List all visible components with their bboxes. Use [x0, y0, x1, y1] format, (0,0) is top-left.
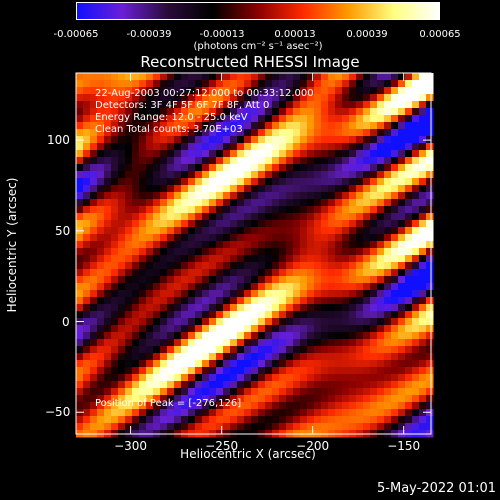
- colorbar-tick-label: 0.00065: [419, 29, 461, 40]
- x-axis-label: Heliocentric X (arcsec): [180, 447, 316, 461]
- y-tick-label: 100: [47, 133, 70, 148]
- annotation-block: 22-Aug-2003 00:27:12.000 to 00:33:12.000…: [95, 88, 314, 136]
- colorbar: [76, 2, 440, 20]
- x-tick-label: −250: [205, 439, 239, 453]
- x-tick-label: −200: [296, 439, 330, 453]
- heatmap-image: [76, 73, 434, 438]
- annotation-time-range: 22-Aug-2003 00:27:12.000 to 00:33:12.000: [95, 88, 314, 99]
- colorbar-units: (photons cm⁻² s⁻¹ asec⁻²): [193, 41, 323, 52]
- colorbar-tick-label: -0.00013: [199, 29, 245, 40]
- chart-title: Reconstructed RHESSI Image: [140, 53, 360, 71]
- x-tick-label: −150: [387, 439, 421, 453]
- colorbar-tick-label: 0.00039: [346, 29, 388, 40]
- peak-position-label: Position of Peak = [-276,126]: [95, 398, 242, 409]
- annotation-detectors: Detectors: 3F 4F 5F 6F 7F 8F, Att 0: [95, 100, 270, 111]
- y-tick-label: −50: [45, 405, 71, 420]
- y-axis-label: Heliocentric Y (arcsec): [5, 177, 19, 313]
- x-tick-label: −300: [114, 439, 148, 453]
- timestamp: 5-May-2022 01:01: [377, 481, 496, 496]
- axis-ticks: [76, 73, 431, 434]
- colorbar-tick-label: 0.00013: [274, 29, 316, 40]
- y-tick-label: 50: [55, 223, 71, 238]
- colorbar-tick-label: -0.00039: [126, 29, 172, 40]
- plot-frame: [75, 72, 432, 435]
- colorbar-tick-label: -0.00065: [53, 29, 99, 40]
- y-tick-label: 0: [62, 314, 70, 329]
- annotation-energy-range: Energy Range: 12.0 - 25.0 keV: [95, 112, 248, 123]
- annotation-clean-counts: Clean Total counts: 3.70E+03: [95, 124, 243, 135]
